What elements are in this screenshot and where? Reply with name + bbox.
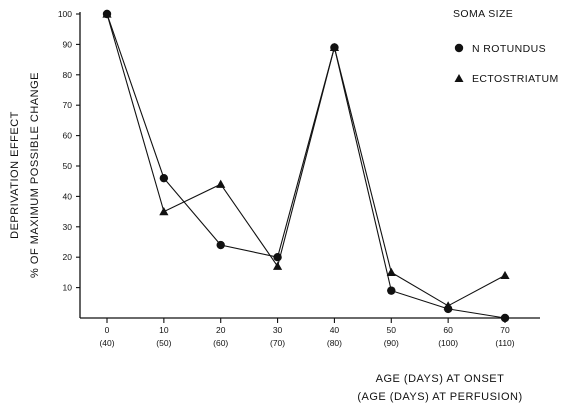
legend-title: SOMA SIZE: [453, 8, 513, 20]
y-tick-label: 70: [63, 100, 73, 110]
chart-axes: 10 20 30 40 50 60 70 80 90 100 0 (40) 10 (50) 20 (60) 30…: [58, 9, 540, 348]
y-tick-label: 40: [63, 191, 73, 201]
legend-label-ectostriatum: ECTOSTRIATUM: [472, 73, 559, 85]
data-point-triangle: [500, 270, 510, 280]
x-tick-label-secondary: (110): [495, 338, 514, 348]
y-tick-label: 50: [63, 161, 73, 171]
x-tick-label-secondary: (100): [438, 338, 458, 348]
y-tick-label: 100: [58, 9, 72, 19]
y-tick-label: 80: [63, 70, 73, 80]
data-point-circle: [216, 240, 225, 250]
y-tick-label: 90: [63, 39, 73, 49]
legend-circle-marker: [454, 43, 464, 53]
y-axis-title: DEPRIVATION EFFECT: [9, 111, 21, 239]
data-point-triangle: [272, 261, 283, 270]
x-tick-label-secondary: (60): [213, 338, 228, 348]
series-n-rotundus: [102, 9, 510, 323]
data-point-triangle: [159, 207, 169, 216]
y-tick-label: 10: [63, 283, 73, 293]
data-point-circle: [500, 313, 510, 323]
chart-series: [102, 9, 510, 323]
x-tick-label-secondary: (80): [327, 338, 342, 348]
x-tick-label-secondary: (70): [270, 338, 285, 348]
x-tick-label-secondary: (90): [384, 338, 399, 348]
x-tick-label: 10: [159, 325, 169, 335]
series-line: [106, 13, 506, 307]
legend-label-n-rotundus: N ROTUNDUS: [472, 43, 546, 55]
data-point-triangle: [386, 267, 396, 276]
x-tick-label-secondary: (40): [99, 338, 114, 348]
x-tick-label: 50: [387, 325, 397, 335]
x-tick-label: 30: [273, 325, 283, 335]
y-tick-label: 20: [63, 252, 73, 262]
y-tick-label: 60: [63, 131, 73, 141]
data-point-triangle: [443, 301, 453, 310]
data-point-circle: [159, 173, 169, 183]
x-tick-label: 70: [500, 325, 510, 335]
data-point-triangle: [329, 42, 340, 52]
x-tick-label-secondary: (50): [156, 338, 171, 348]
y-axis-subtitle: % OF MAXIMUM POSSIBLE CHANGE: [29, 72, 41, 278]
x-axis-subtitle: (AGE (DAYS) AT PERFUSION): [357, 391, 522, 403]
x-tick-label: 20: [216, 325, 226, 335]
chart-legend: SOMA SIZE N ROTUNDUS ECTOSTRIATUM: [453, 8, 559, 85]
y-tick-label: 30: [63, 222, 73, 232]
x-tick-label: 0: [105, 325, 110, 335]
data-point-circle: [387, 286, 396, 295]
x-tick-label: 40: [330, 325, 340, 335]
series-line: [106, 13, 506, 319]
series-ectostriatum: [102, 9, 510, 310]
data-point-triangle: [102, 9, 112, 18]
x-tick-label: 60: [443, 325, 453, 335]
x-axis-title: AGE (DAYS) AT ONSET: [376, 373, 505, 385]
legend-triangle-marker: [454, 74, 464, 82]
data-point-triangle: [216, 179, 226, 188]
